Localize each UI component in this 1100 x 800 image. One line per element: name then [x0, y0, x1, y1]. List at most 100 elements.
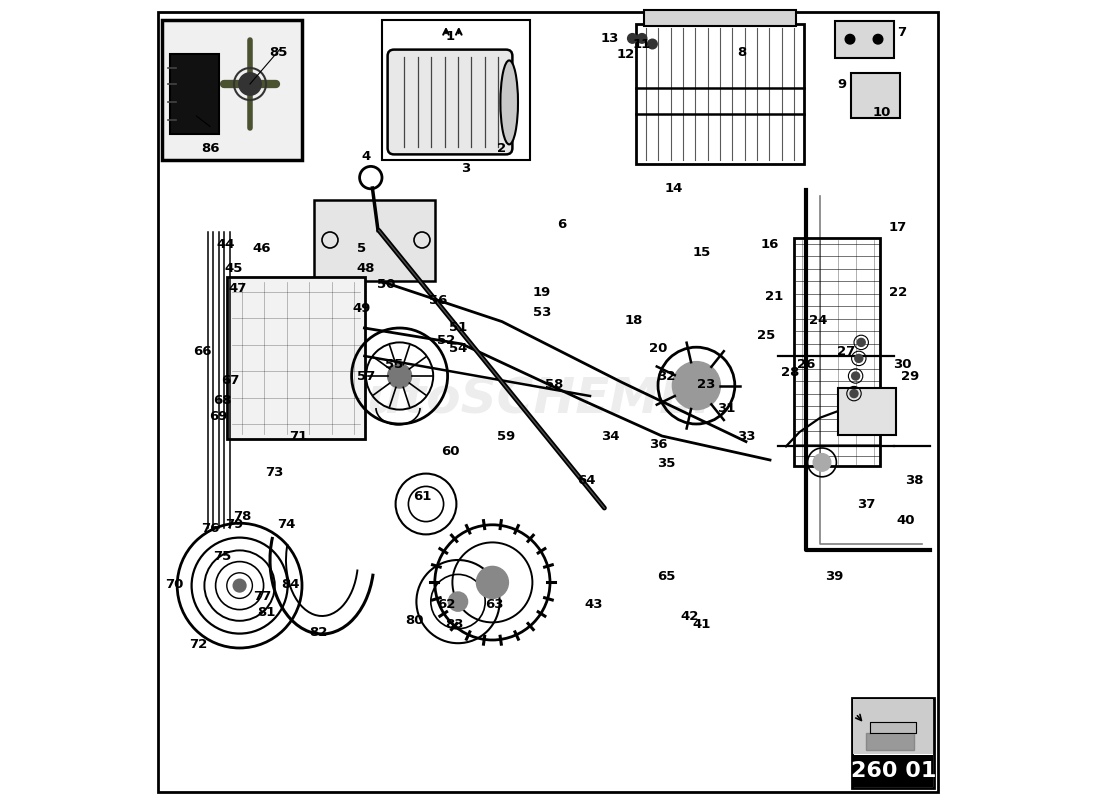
Text: 29: 29 — [901, 370, 920, 382]
Text: 8: 8 — [737, 46, 747, 58]
FancyBboxPatch shape — [387, 50, 513, 154]
Circle shape — [855, 354, 862, 362]
Text: 55: 55 — [385, 358, 403, 370]
Text: 9: 9 — [837, 78, 847, 90]
Text: 42: 42 — [681, 610, 700, 622]
Text: 73: 73 — [265, 466, 283, 478]
Text: 63: 63 — [485, 598, 504, 610]
Text: 50: 50 — [377, 278, 395, 290]
Circle shape — [637, 34, 647, 43]
Text: 12: 12 — [617, 48, 635, 61]
FancyBboxPatch shape — [852, 698, 934, 788]
Text: 79: 79 — [224, 518, 243, 530]
Circle shape — [850, 390, 858, 398]
Text: 64: 64 — [576, 474, 595, 486]
Text: 3: 3 — [461, 162, 471, 174]
Text: 15: 15 — [693, 246, 711, 258]
Text: 71: 71 — [289, 430, 307, 442]
Text: 5: 5 — [358, 242, 366, 254]
Text: 76: 76 — [201, 522, 219, 534]
Text: 17: 17 — [889, 222, 908, 234]
Circle shape — [873, 34, 883, 44]
FancyBboxPatch shape — [162, 20, 302, 160]
Text: 35: 35 — [657, 458, 675, 470]
Text: 85: 85 — [268, 46, 287, 58]
Text: 70: 70 — [165, 578, 184, 590]
Circle shape — [628, 34, 637, 43]
Text: 37: 37 — [857, 498, 876, 510]
FancyBboxPatch shape — [794, 238, 880, 466]
Circle shape — [672, 362, 721, 410]
Text: 58: 58 — [544, 378, 563, 390]
Text: 75: 75 — [213, 550, 231, 562]
Text: 82: 82 — [309, 626, 327, 638]
Text: 84: 84 — [280, 578, 299, 590]
Text: 30: 30 — [893, 358, 911, 370]
Text: 33: 33 — [737, 430, 756, 442]
FancyBboxPatch shape — [637, 24, 804, 164]
Text: 54: 54 — [449, 342, 468, 354]
FancyBboxPatch shape — [866, 733, 914, 750]
Text: 36: 36 — [649, 438, 668, 450]
Text: 26: 26 — [796, 358, 815, 370]
FancyBboxPatch shape — [835, 21, 894, 58]
Text: 4: 4 — [362, 150, 371, 162]
Text: 57: 57 — [356, 370, 375, 382]
Text: 18: 18 — [625, 314, 644, 326]
FancyBboxPatch shape — [850, 73, 901, 118]
Text: 65: 65 — [657, 570, 675, 582]
Text: 39: 39 — [825, 570, 844, 582]
Text: 23: 23 — [696, 378, 715, 390]
Text: 62: 62 — [437, 598, 455, 610]
Text: 46: 46 — [253, 242, 272, 254]
Text: 24: 24 — [808, 314, 827, 326]
Text: 40: 40 — [896, 514, 915, 526]
Text: 61: 61 — [412, 490, 431, 502]
Text: 60: 60 — [441, 446, 460, 458]
Text: 47: 47 — [229, 282, 248, 294]
Circle shape — [813, 454, 830, 471]
Text: 1: 1 — [446, 30, 454, 42]
Text: 56: 56 — [429, 294, 448, 306]
Text: 74: 74 — [277, 518, 295, 530]
FancyBboxPatch shape — [854, 755, 933, 787]
Circle shape — [387, 364, 411, 388]
Text: 59: 59 — [497, 430, 515, 442]
FancyBboxPatch shape — [227, 277, 365, 439]
Text: 48: 48 — [356, 262, 375, 274]
Text: 11: 11 — [632, 38, 651, 50]
Circle shape — [851, 372, 859, 380]
Text: 6: 6 — [558, 218, 566, 230]
Text: 45: 45 — [224, 262, 243, 274]
Text: 49: 49 — [353, 302, 371, 314]
Text: 68: 68 — [212, 394, 231, 406]
Circle shape — [233, 579, 246, 592]
Text: 81: 81 — [256, 606, 275, 618]
Text: 27: 27 — [837, 346, 855, 358]
Text: 83: 83 — [444, 618, 463, 630]
Text: 43: 43 — [585, 598, 603, 610]
Text: 72: 72 — [189, 638, 207, 650]
FancyBboxPatch shape — [645, 10, 796, 26]
Text: 80: 80 — [405, 614, 424, 626]
FancyBboxPatch shape — [854, 699, 933, 754]
Text: 14: 14 — [664, 182, 683, 194]
Text: 28: 28 — [781, 366, 800, 378]
Text: 44: 44 — [217, 238, 235, 250]
Circle shape — [476, 566, 508, 598]
Ellipse shape — [500, 60, 518, 145]
Circle shape — [845, 34, 855, 44]
FancyBboxPatch shape — [314, 200, 435, 281]
Text: 53: 53 — [532, 306, 551, 318]
Polygon shape — [870, 722, 916, 733]
Text: 34: 34 — [601, 430, 619, 442]
Text: 260 01: 260 01 — [850, 762, 936, 781]
Circle shape — [857, 338, 866, 346]
Text: 69: 69 — [209, 410, 228, 422]
Text: 2: 2 — [497, 142, 507, 154]
Text: 51: 51 — [449, 322, 468, 334]
Text: 22: 22 — [889, 286, 908, 298]
FancyBboxPatch shape — [170, 54, 219, 134]
Text: 77: 77 — [253, 590, 271, 602]
Text: 38: 38 — [904, 474, 923, 486]
